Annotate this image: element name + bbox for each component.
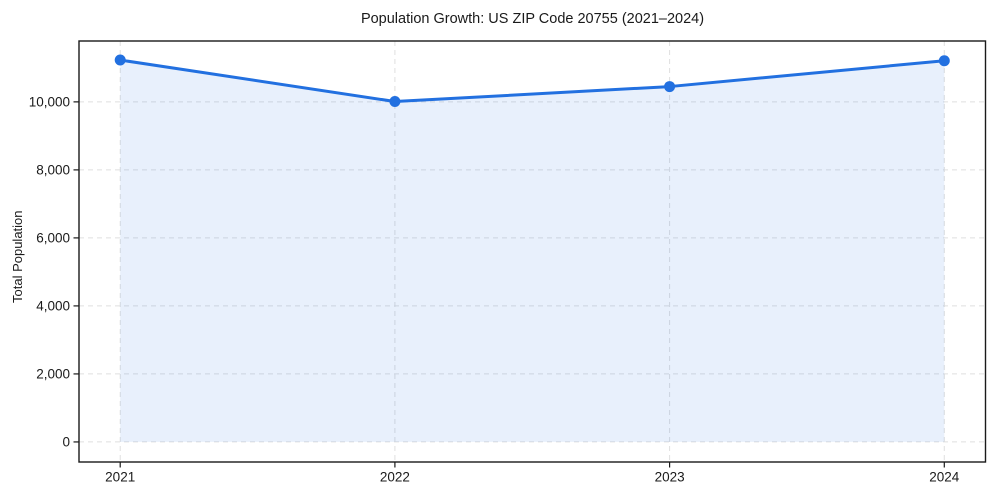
x-tick-label: 2021 — [105, 470, 135, 485]
y-tick-label: 8,000 — [36, 163, 70, 178]
data-point-marker — [389, 96, 401, 108]
gridlines-layer — [79, 41, 986, 462]
y-tick-label: 0 — [62, 435, 70, 450]
axes-layer: 0 2,000 4,000 6,000 8,000 10,000 2021 2022 2023 2… — [29, 40, 987, 485]
y-tick-label: 2,000 — [36, 367, 70, 382]
data-point-marker — [664, 81, 676, 93]
y-tick-label: 10,000 — [29, 95, 70, 110]
y-tick-label: 6,000 — [36, 231, 70, 246]
y-axis-label: Total Population — [10, 210, 25, 303]
data-point-marker — [938, 55, 950, 67]
area-fill — [120, 60, 945, 442]
chart-title: Population Growth: US ZIP Code 20755 (20… — [360, 11, 705, 27]
series-layer — [114, 54, 950, 442]
y-tick-label: 4,000 — [36, 299, 70, 314]
data-point-marker — [114, 54, 126, 66]
x-tick-label: 2024 — [929, 470, 960, 485]
plot-border — [78, 40, 987, 463]
x-tick-label: 2022 — [380, 470, 410, 485]
population-line — [118, 58, 946, 104]
x-tick-label: 2023 — [655, 470, 685, 485]
